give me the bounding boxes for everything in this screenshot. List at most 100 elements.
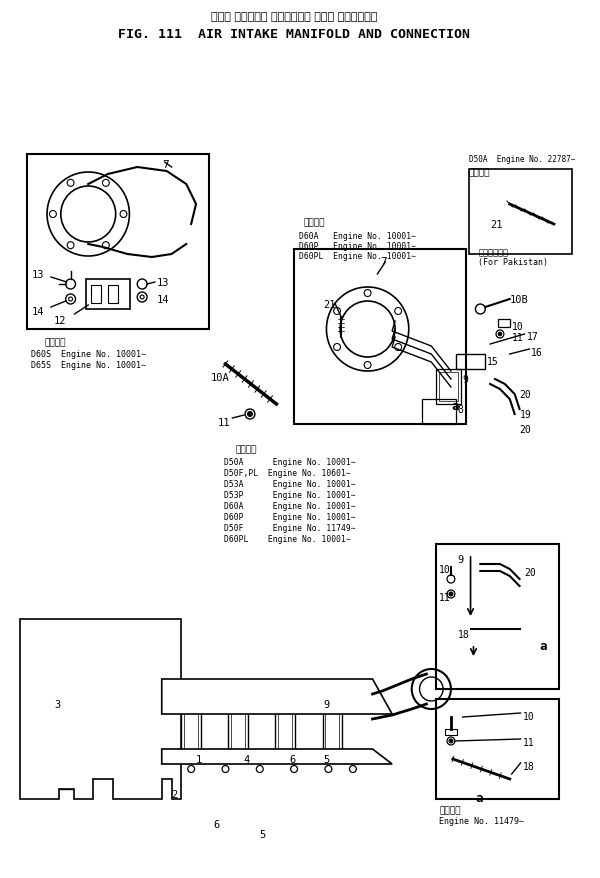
Text: D60P      Engine No. 10001∼: D60P Engine No. 10001∼ — [224, 513, 355, 522]
Text: 1: 1 — [196, 754, 202, 764]
Bar — [34, 753, 74, 785]
Text: D60A   Engine No. 10001∼: D60A Engine No. 10001∼ — [299, 232, 416, 241]
Bar — [278, 702, 292, 756]
Text: 10: 10 — [512, 321, 523, 332]
Text: FIG. 111  AIR INTAKE MANIFOLD AND CONNECTION: FIG. 111 AIR INTAKE MANIFOLD AND CONNECT… — [118, 28, 470, 41]
Text: 16: 16 — [532, 348, 543, 357]
Text: a: a — [475, 791, 483, 804]
Text: D53A      Engine No. 10001∼: D53A Engine No. 10001∼ — [224, 479, 355, 488]
Text: 2: 2 — [172, 789, 178, 799]
Circle shape — [449, 739, 453, 743]
Bar — [469, 169, 572, 255]
Text: 21: 21 — [490, 220, 503, 230]
Text: 11: 11 — [512, 333, 523, 342]
Bar — [91, 285, 101, 304]
Text: 9: 9 — [463, 375, 469, 385]
Text: パキスタン用: パキスタン用 — [478, 248, 508, 256]
Text: D50A      Engine No. 10001∼: D50A Engine No. 10001∼ — [224, 457, 355, 466]
Bar — [439, 372, 458, 401]
Text: D60S  Engine No. 10001∼: D60S Engine No. 10001∼ — [31, 349, 146, 358]
Text: a: a — [451, 399, 458, 413]
Text: D50F      Engine No. 11749∼: D50F Engine No. 11749∼ — [224, 523, 355, 532]
Bar — [181, 699, 201, 759]
Text: 適用号等: 適用号等 — [439, 805, 461, 814]
Bar — [498, 320, 510, 327]
Text: 4: 4 — [243, 754, 250, 764]
Bar — [108, 285, 118, 304]
Text: (For Pakistan): (For Pakistan) — [478, 258, 548, 267]
Text: 10A: 10A — [211, 372, 230, 383]
Bar — [422, 399, 456, 425]
Text: Engine No. 11479∼: Engine No. 11479∼ — [439, 816, 524, 825]
Polygon shape — [162, 749, 392, 764]
Text: 6: 6 — [214, 819, 220, 829]
Text: D60PL  Engine No. 10001∼: D60PL Engine No. 10001∼ — [299, 252, 416, 261]
Bar — [29, 749, 79, 789]
Text: 適用号等: 適用号等 — [469, 168, 490, 176]
Bar — [436, 370, 461, 405]
Bar — [323, 699, 342, 759]
Text: 9: 9 — [458, 554, 464, 565]
Bar — [436, 699, 559, 799]
Text: D60PL    Engine No. 10001∼: D60PL Engine No. 10001∼ — [224, 535, 350, 543]
Bar — [325, 702, 339, 756]
Text: 適用号等: 適用号等 — [304, 218, 325, 227]
Bar — [456, 355, 485, 370]
Bar — [29, 639, 79, 680]
Text: 17: 17 — [526, 332, 538, 342]
Text: エアー インテーク マニホールド および コネクション: エアー インテーク マニホールド および コネクション — [211, 12, 377, 22]
Text: 8: 8 — [458, 405, 464, 414]
Text: D60P   Engine No. 10001∼: D60P Engine No. 10001∼ — [299, 241, 416, 251]
Text: 11: 11 — [439, 593, 451, 602]
Bar — [28, 155, 209, 329]
Text: D60A      Engine No. 10001∼: D60A Engine No. 10001∼ — [224, 501, 355, 510]
Text: 10: 10 — [439, 565, 451, 574]
Circle shape — [449, 593, 453, 596]
Text: 6: 6 — [289, 754, 295, 764]
Text: 15: 15 — [487, 356, 499, 367]
Bar — [86, 280, 130, 310]
Bar — [34, 698, 74, 730]
Text: 18: 18 — [458, 630, 470, 639]
Text: 20: 20 — [520, 390, 532, 399]
Text: 3: 3 — [54, 699, 60, 709]
Text: 13: 13 — [31, 270, 44, 280]
Text: D53P      Engine No. 10001∼: D53P Engine No. 10001∼ — [224, 491, 355, 500]
Text: 11: 11 — [523, 738, 534, 747]
Text: 適用号等: 適用号等 — [44, 338, 65, 347]
Text: 21: 21 — [323, 299, 336, 310]
Text: 適用号等: 適用号等 — [235, 444, 257, 453]
Text: 18: 18 — [523, 761, 534, 771]
Text: 12: 12 — [54, 315, 67, 326]
Bar — [232, 702, 245, 756]
Text: D65S  Engine No. 10001∼: D65S Engine No. 10001∼ — [31, 361, 146, 370]
Polygon shape — [162, 680, 392, 714]
Text: a: a — [539, 639, 547, 652]
Circle shape — [498, 333, 502, 336]
Bar — [29, 694, 79, 734]
Text: 20: 20 — [520, 425, 532, 435]
Bar — [294, 249, 466, 425]
Bar — [184, 702, 198, 756]
Circle shape — [248, 412, 253, 417]
Text: 10: 10 — [523, 711, 534, 721]
Text: D50A  Engine No. 22787∼: D50A Engine No. 22787∼ — [469, 155, 575, 164]
Text: 7: 7 — [162, 160, 169, 169]
Text: 10B: 10B — [510, 295, 529, 305]
Text: D50F,PL  Engine No. 10601∼: D50F,PL Engine No. 10601∼ — [224, 469, 350, 478]
Text: 7: 7 — [380, 256, 387, 267]
Bar — [34, 644, 74, 675]
Text: 20: 20 — [524, 567, 536, 578]
Bar — [229, 699, 248, 759]
Text: 14: 14 — [157, 295, 169, 305]
Bar — [275, 699, 295, 759]
Text: 11: 11 — [218, 418, 230, 428]
Text: 5: 5 — [323, 754, 330, 764]
Text: 5: 5 — [260, 829, 266, 839]
Bar — [436, 544, 559, 689]
Text: 19: 19 — [520, 409, 532, 420]
Polygon shape — [20, 619, 181, 799]
Text: 13: 13 — [157, 277, 169, 288]
Text: 9: 9 — [323, 699, 330, 709]
Text: 14: 14 — [31, 306, 44, 317]
